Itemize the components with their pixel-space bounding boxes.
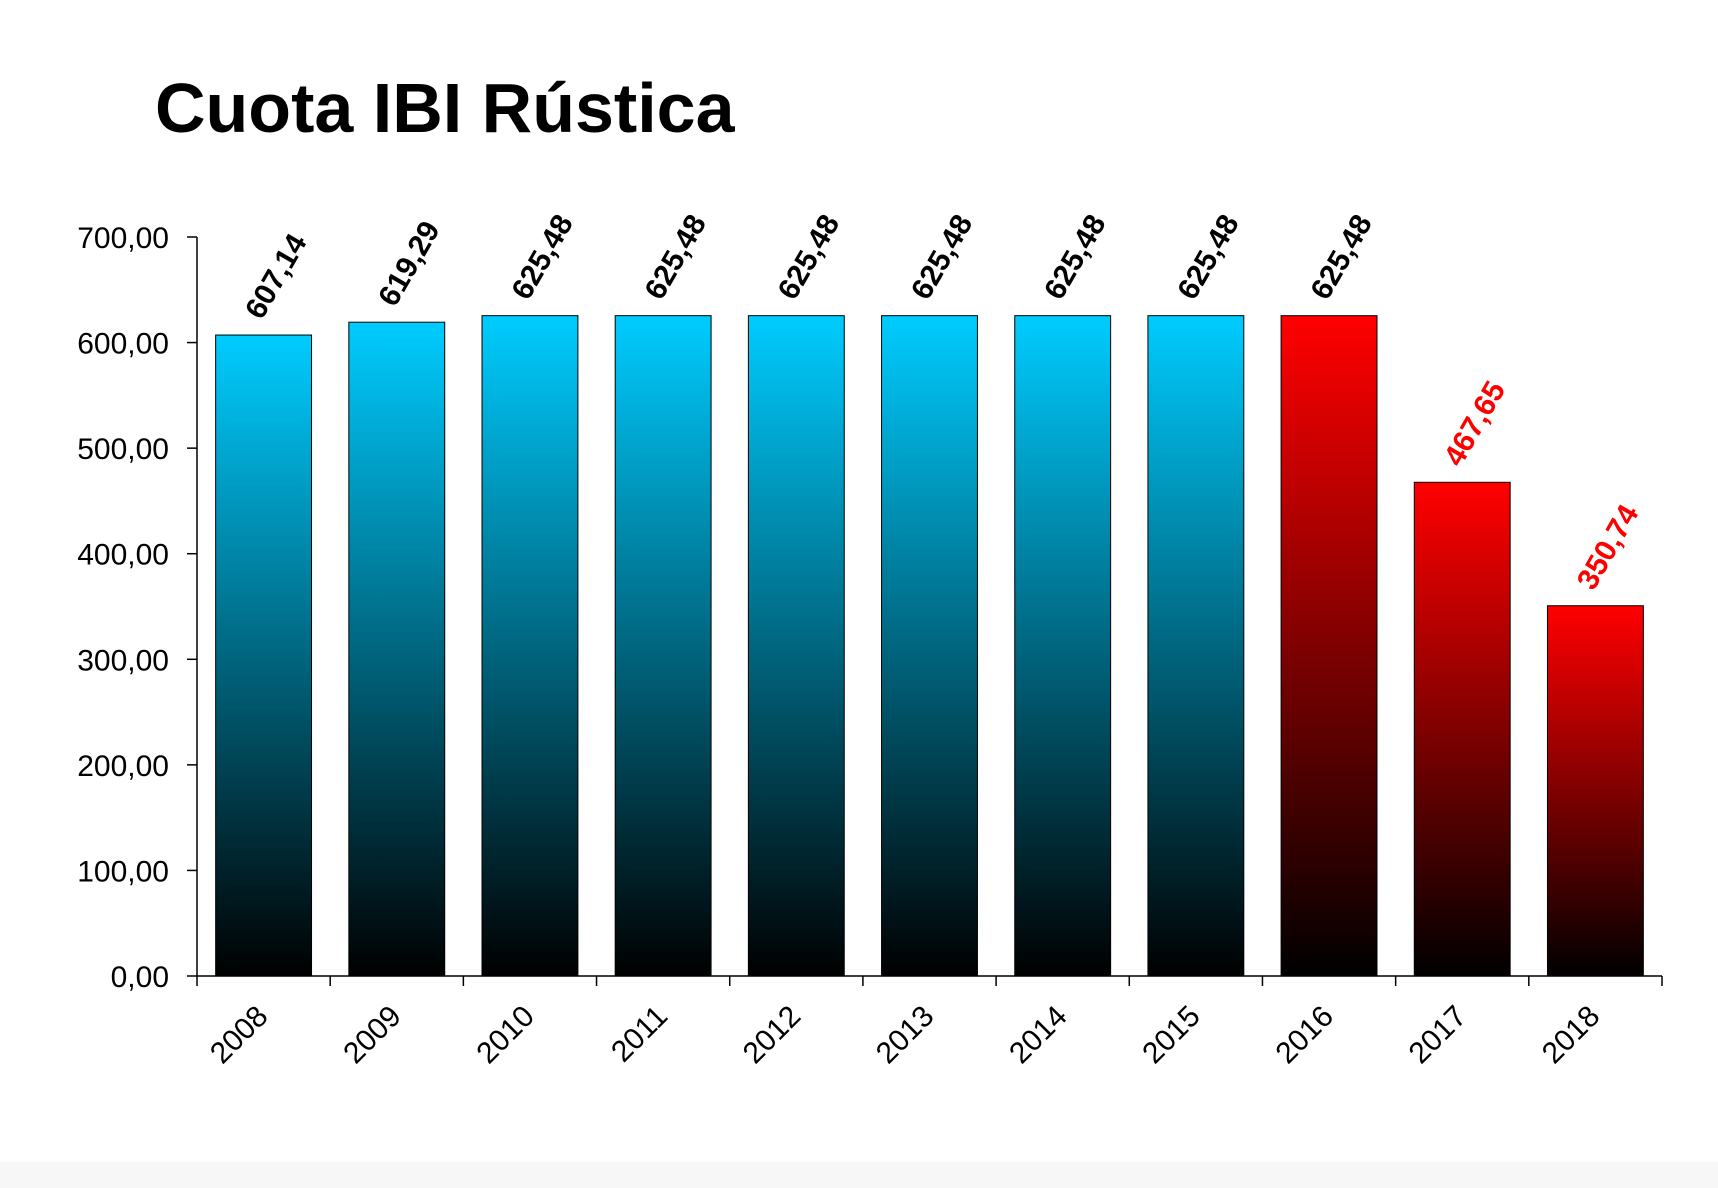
data-label-2012: 625,48: [772, 209, 846, 305]
x-tick-label-2012: 2012: [737, 1000, 808, 1071]
bar-2018: [1546, 605, 1644, 977]
x-tick-label-2010: 2010: [470, 1000, 541, 1071]
bar-2017: [1413, 481, 1511, 977]
bar-2009: [348, 321, 446, 977]
y-tick-label: 0,00: [111, 961, 169, 994]
bottom-strip: [0, 1162, 1718, 1188]
y-tick-label: 200,00: [77, 750, 169, 783]
y-axis: 0,00 100,00 200,00 300,00 400,00 500,00 600,00…: [77, 222, 198, 994]
data-label-2013: 625,48: [905, 209, 979, 305]
x-tick-label-2013: 2013: [870, 1000, 941, 1071]
y-tick-label: 700,00: [77, 222, 169, 255]
bars: [215, 315, 1644, 977]
data-label-2016: 625,48: [1305, 209, 1379, 305]
x-tick-label-2018: 2018: [1536, 1000, 1607, 1071]
y-tick-label: 300,00: [77, 644, 169, 677]
bar-2008: [215, 334, 313, 977]
bar-2015: [1147, 315, 1245, 977]
data-label-2010: 625,48: [505, 209, 579, 305]
data-label-2015: 625,48: [1171, 209, 1245, 305]
y-tick-label: 400,00: [77, 539, 169, 572]
x-tick-label-2014: 2014: [1003, 1000, 1074, 1071]
y-tick-label: 600,00: [77, 328, 169, 361]
y-tick-label: 100,00: [77, 855, 169, 888]
data-label-2018: 350,74: [1571, 499, 1646, 595]
x-tick-label-2008: 2008: [204, 1000, 275, 1071]
x-tick-label-2011: 2011: [605, 1000, 674, 1069]
x-tick-label-2016: 2016: [1269, 1000, 1340, 1071]
bar-2014: [1014, 315, 1112, 977]
data-label-2011: 625,48: [639, 209, 713, 305]
x-tick-label-2009: 2009: [337, 1000, 408, 1071]
bar-2011: [614, 315, 712, 977]
data-label-2009: 619,29: [372, 216, 446, 312]
y-tick-label: 500,00: [77, 433, 169, 466]
bar-2010: [481, 315, 579, 977]
chart-title: Cuota IBI Rústica: [155, 69, 735, 147]
data-label-2008: 607,14: [239, 228, 314, 324]
bar-2016: [1280, 315, 1378, 977]
x-axis: 2008 2009 2010 2011 2012 2013 2014 2015 2016 2017…: [196, 975, 1663, 1071]
x-tick-label-2015: 2015: [1136, 1000, 1207, 1071]
bar-2012: [747, 315, 845, 977]
data-label-2014: 625,48: [1038, 209, 1112, 305]
x-tick-label-2017: 2017: [1403, 1000, 1474, 1071]
bar-2013: [881, 315, 978, 977]
data-label-2017: 467,65: [1438, 376, 1512, 472]
